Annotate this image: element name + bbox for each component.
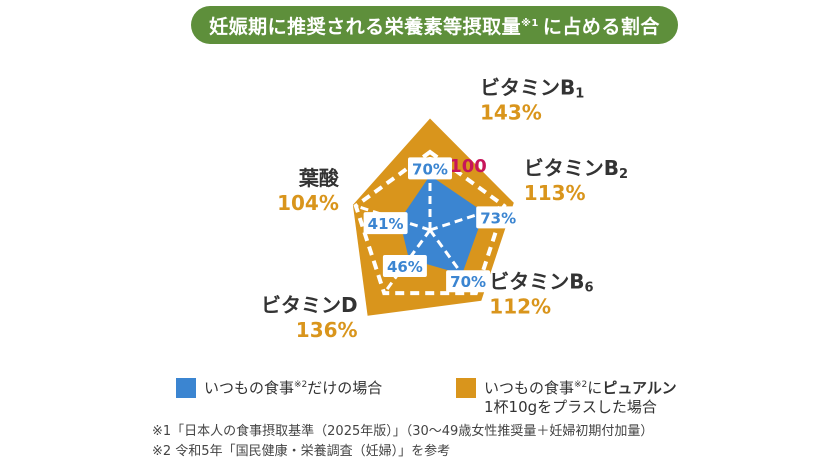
legend-label-with-pureln: いつもの食事※2にピュアルン 1杯10gをプラスした場合 bbox=[484, 379, 677, 416]
usual-diet-label-bg bbox=[363, 212, 408, 235]
legend-item-usual-diet: いつもの食事※2だけの場合 bbox=[176, 376, 382, 398]
title-main: 妊娠期に推奨される栄養素等摂取量 bbox=[209, 15, 522, 38]
reference-100-outline bbox=[353, 149, 507, 296]
usual-diet-label-bg bbox=[382, 255, 427, 277]
usual-diet-value-label: 70% bbox=[412, 160, 448, 178]
title-tail: に占める割合 bbox=[542, 15, 660, 38]
with-pureln-value-label: 104% bbox=[277, 191, 339, 215]
axis-label: ビタミンB2 bbox=[524, 156, 628, 182]
usual-diet-label-bg bbox=[408, 157, 452, 180]
legend-swatch-orange bbox=[456, 378, 476, 398]
with-pureln-value-label: 113% bbox=[524, 181, 586, 205]
reference-100-label: 100 bbox=[449, 156, 487, 177]
with-pureln-value-label: 143% bbox=[480, 101, 542, 125]
usual-diet-value-label: 41% bbox=[368, 215, 404, 233]
footnote-1: ※1「日本人の食事摂取基準（2025年版）」（30～49歳女性推奨量＋妊婦初期付… bbox=[152, 424, 654, 439]
series-usual-diet-area bbox=[399, 175, 485, 275]
title-ref: ※1 bbox=[521, 17, 539, 29]
legend-item-with-pureln: いつもの食事※2にピュアルン 1杯10gをプラスした場合 bbox=[456, 376, 677, 417]
axis-label: ビタミンD bbox=[261, 293, 358, 317]
usual-diet-label-bg bbox=[476, 206, 521, 229]
usual-diet-value-label: 73% bbox=[480, 209, 516, 227]
usual-diet-value-label: 70% bbox=[450, 273, 486, 291]
axis-label: ビタミンB1 bbox=[480, 76, 584, 102]
axis-label: ビタミンB6 bbox=[489, 270, 593, 296]
legend-label-usual-diet: いつもの食事※2だけの場合 bbox=[204, 379, 383, 397]
usual-diet-value-label: 46% bbox=[387, 258, 423, 276]
footnote-2: ※2 令和5年「国民健康・栄養調査（妊婦）」を参考 bbox=[152, 444, 451, 459]
with-pureln-value-label: 136% bbox=[296, 318, 358, 342]
legend-swatch-blue bbox=[176, 378, 196, 398]
axis-label: 葉酸 bbox=[298, 166, 340, 190]
chart-title: 妊娠期に推奨される栄養素等摂取量 ※1 に占める割合 bbox=[191, 6, 678, 44]
with-pureln-value-label: 112% bbox=[489, 295, 551, 319]
usual-diet-label-bg bbox=[446, 270, 491, 293]
